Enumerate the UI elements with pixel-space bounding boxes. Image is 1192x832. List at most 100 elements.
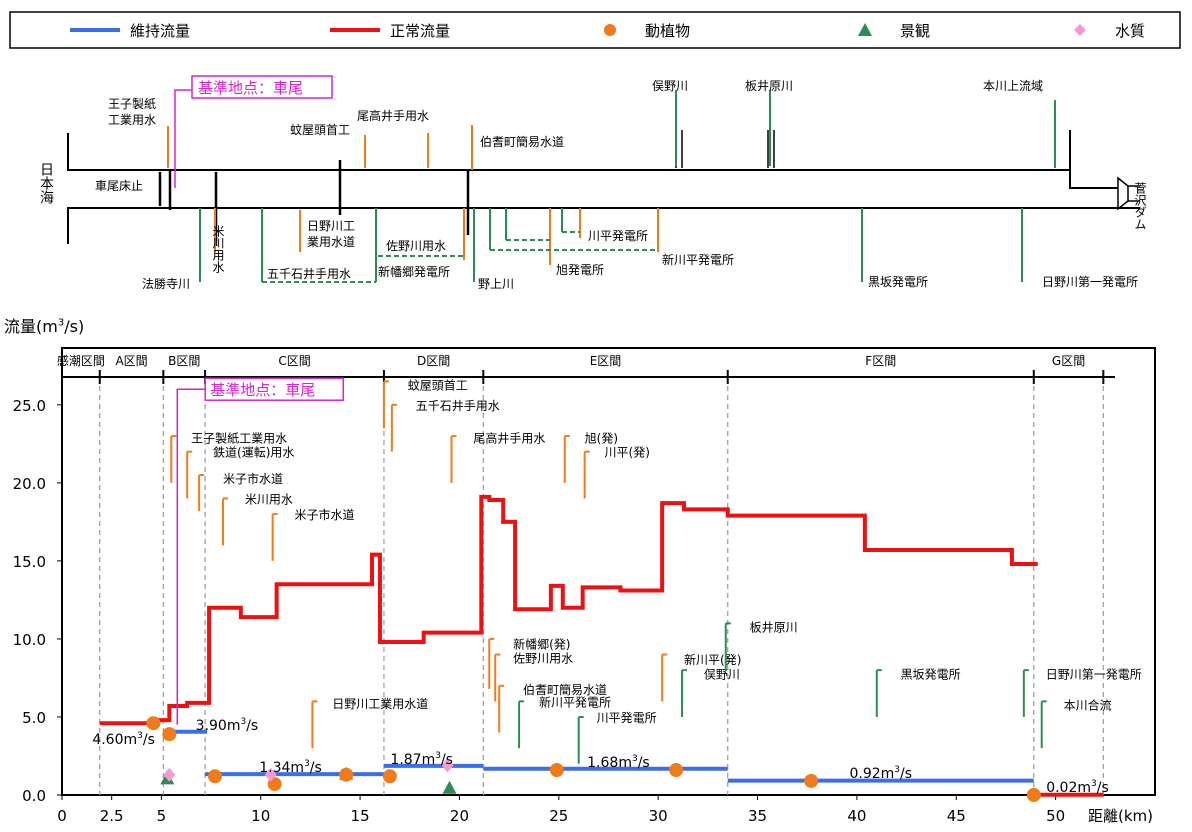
section-label: G区間 bbox=[1052, 354, 1085, 368]
flow-value-label: 0.92m3/s bbox=[849, 765, 912, 782]
flow-chart: 感潮区間 A区間 B区間 C区間 D区間 E区間 F区間 G区間 0.0 5.0 10.0 15.0 2… bbox=[13, 347, 1156, 825]
marker-ecology bbox=[804, 773, 819, 788]
below-label: 米川用水 bbox=[211, 225, 225, 273]
x-tick-label: 15 bbox=[351, 807, 370, 825]
below-label: 野上川 bbox=[478, 277, 514, 291]
reference-label: 基準地点：車尾 bbox=[210, 381, 315, 399]
below-label: 新幡郷発電所 bbox=[378, 264, 450, 279]
marker-water-quality bbox=[163, 767, 176, 782]
weir-label: 車尾床止 bbox=[95, 179, 143, 193]
annotation-label: 王子製紙工業用水 bbox=[191, 431, 287, 446]
flow-value-label: 4.60m3/s bbox=[92, 731, 155, 748]
legend-swatch bbox=[604, 24, 616, 36]
x-tick-label: 30 bbox=[649, 807, 668, 825]
below-label: 佐野川用水 bbox=[386, 239, 446, 253]
marker-ecology bbox=[549, 763, 564, 778]
y-tick-label: 15.0 bbox=[13, 553, 46, 571]
x-tick-label: 5 bbox=[157, 807, 167, 825]
legend-label: 景観 bbox=[900, 22, 930, 40]
marker-ecology bbox=[382, 769, 397, 784]
annotation-label: 尾高井手用水 bbox=[473, 431, 545, 446]
y-tick-label: 0.0 bbox=[22, 787, 46, 805]
below-label: 法勝寺川 bbox=[142, 276, 190, 291]
section-label: E区間 bbox=[590, 354, 622, 368]
annotation-label: 伯耆町簡易水道 bbox=[523, 682, 607, 697]
x-tick-label: 2.5 bbox=[100, 807, 124, 825]
annotation-label: 米子市水道 bbox=[223, 471, 283, 486]
x-tick-label: 25 bbox=[549, 807, 568, 825]
legend-label: 動植物 bbox=[645, 22, 690, 40]
annotation-label: 本川合流 bbox=[1064, 697, 1112, 712]
flow-value-label: 0.02m3/s bbox=[1046, 779, 1109, 796]
legend-label: 維持流量 bbox=[130, 22, 190, 40]
below-label: 五千石井手用水 bbox=[267, 267, 351, 281]
flow-value-label: 1.34m3/s bbox=[259, 759, 322, 776]
section-label: 感潮区間 bbox=[57, 353, 105, 368]
above-label: 王子製紙 bbox=[108, 96, 156, 111]
legend: 維持流量 正常流量 動植物 景観 水質 bbox=[9, 11, 1181, 49]
annotation-label: 佐野川用水 bbox=[513, 652, 573, 666]
marker-water-quality bbox=[441, 758, 454, 773]
y-tick-label: 5.0 bbox=[22, 709, 46, 727]
above-label: 蚊屋頭首工 bbox=[290, 122, 350, 137]
above-label: 板井原川 bbox=[745, 79, 793, 93]
legend-swatch bbox=[858, 23, 872, 36]
below-label: 業用水道 bbox=[307, 235, 355, 249]
above-label: 尾高井手用水 bbox=[357, 108, 429, 123]
marker-ecology bbox=[669, 763, 684, 778]
above-label: 俣野川 bbox=[652, 79, 688, 93]
annotation-label: 日野川工業用水道 bbox=[332, 697, 428, 711]
above-label: 本川上流域 bbox=[983, 79, 1043, 93]
annotation-label: 五千石井手用水 bbox=[416, 399, 500, 413]
flow-value-label: 3.90m3/s bbox=[196, 717, 259, 734]
annotation-label: 俣野川 bbox=[704, 667, 740, 681]
dam-label: 菅沢ダム bbox=[1133, 182, 1147, 230]
y-axis-title: 流量(m3/s) bbox=[4, 317, 85, 336]
section-label: B区間 bbox=[168, 354, 200, 368]
above-label: 工業用水 bbox=[108, 113, 156, 127]
y-tick-label: 20.0 bbox=[13, 475, 46, 493]
marker-ecology bbox=[162, 727, 177, 742]
annotation-label: 米子市水道 bbox=[295, 507, 355, 522]
marker-ecology bbox=[339, 767, 354, 782]
annotation-label: 板井原川 bbox=[750, 620, 798, 634]
x-tick-label: 45 bbox=[947, 807, 966, 825]
annotation-label: 旭(発) bbox=[585, 432, 618, 446]
annotation-label: 川平発電所 bbox=[597, 711, 657, 725]
below-label: 新川平発電所 bbox=[662, 252, 734, 267]
below-label: 日野川工 bbox=[307, 219, 355, 233]
legend-label: 水質 bbox=[1115, 22, 1145, 40]
sea-label: 日本海 bbox=[38, 162, 54, 204]
below-label: 黒坂発電所 bbox=[868, 275, 928, 289]
annotation-label: 日野川第一発電所 bbox=[1046, 667, 1142, 681]
flow-value-label: 1.68m3/s bbox=[587, 754, 650, 771]
y-tick-label: 10.0 bbox=[13, 631, 46, 649]
x-axis-title: 距離(km) bbox=[1088, 807, 1153, 825]
annotation-label: 黒坂発電所 bbox=[901, 667, 961, 681]
section-label: D区間 bbox=[417, 354, 450, 368]
annotation-label: 米川用水 bbox=[245, 492, 293, 506]
annotation-label: 新幡郷(発) bbox=[513, 637, 570, 652]
section-label: C区間 bbox=[278, 354, 310, 368]
marker-water-quality bbox=[264, 767, 277, 782]
x-tick-label: 35 bbox=[748, 807, 767, 825]
series-normal-flow bbox=[99, 494, 1038, 726]
annotation-label: 鉄道(運転)用水 bbox=[213, 445, 294, 460]
x-tick-label: 0 bbox=[57, 807, 67, 825]
annotation-label: 新川平発電所 bbox=[539, 694, 611, 709]
marker-ecology bbox=[208, 769, 223, 784]
reference-point-label: 基準地点：車尾 bbox=[198, 79, 303, 97]
below-label: 日野川第一発電所 bbox=[1042, 275, 1138, 289]
marker-ecology bbox=[146, 716, 161, 731]
marker-ecology bbox=[1026, 788, 1041, 802]
section-label: F区間 bbox=[865, 354, 896, 368]
below-label: 川平発電所 bbox=[588, 229, 648, 243]
legend-label: 正常流量 bbox=[390, 22, 450, 40]
annotation-label: 川平(発) bbox=[605, 446, 650, 460]
section-label: A区間 bbox=[115, 354, 147, 368]
river-schematic: 日本海 菅沢ダム 車尾床止 王子製紙 工業用水 蚊屋頭首工 尾高井手用水 伯耆町… bbox=[38, 75, 1147, 291]
annotation-label: 新川平(発) bbox=[684, 652, 741, 667]
marker-landscape bbox=[442, 780, 457, 794]
x-tick-label: 10 bbox=[251, 807, 270, 825]
flow-value-label: 1.87m3/s bbox=[390, 751, 453, 768]
